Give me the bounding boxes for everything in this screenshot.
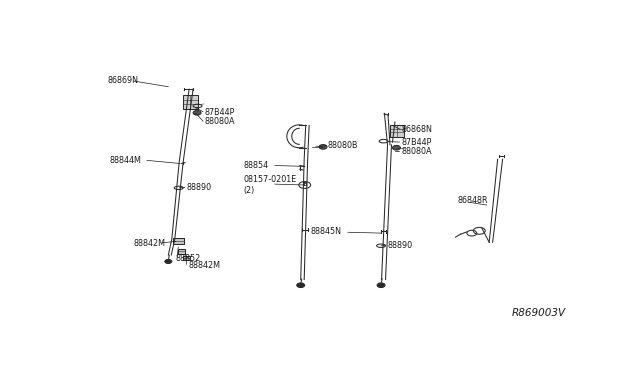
Text: B: B (302, 183, 307, 187)
Text: 88080A: 88080A (205, 118, 236, 126)
Text: 86869N: 86869N (108, 76, 139, 85)
Circle shape (392, 145, 401, 150)
Circle shape (377, 283, 385, 288)
Circle shape (193, 110, 201, 115)
Text: 08157-0201E
(2): 08157-0201E (2) (244, 175, 297, 195)
Text: 88890: 88890 (388, 241, 413, 250)
Circle shape (165, 260, 172, 263)
Polygon shape (178, 249, 186, 254)
Text: 88080B: 88080B (328, 141, 358, 150)
Text: 88845N: 88845N (310, 227, 342, 236)
Text: 88080A: 88080A (401, 147, 432, 156)
Text: 87B44P: 87B44P (401, 138, 432, 147)
Circle shape (319, 145, 327, 149)
Circle shape (297, 283, 305, 288)
Text: 88842M: 88842M (188, 261, 220, 270)
Text: 88890: 88890 (187, 183, 212, 192)
Text: 87B44P: 87B44P (205, 108, 236, 117)
Polygon shape (390, 125, 404, 137)
Text: 88854: 88854 (244, 161, 269, 170)
Polygon shape (183, 256, 190, 260)
Text: R869003V: R869003V (511, 308, 566, 318)
Polygon shape (173, 238, 184, 244)
Text: 88844M: 88844M (110, 155, 141, 164)
Text: 88852: 88852 (175, 254, 200, 263)
Polygon shape (182, 95, 198, 109)
Text: 88842M: 88842M (133, 239, 165, 248)
Text: 86868N: 86868N (401, 125, 432, 135)
Text: 86848R: 86848R (458, 196, 488, 205)
